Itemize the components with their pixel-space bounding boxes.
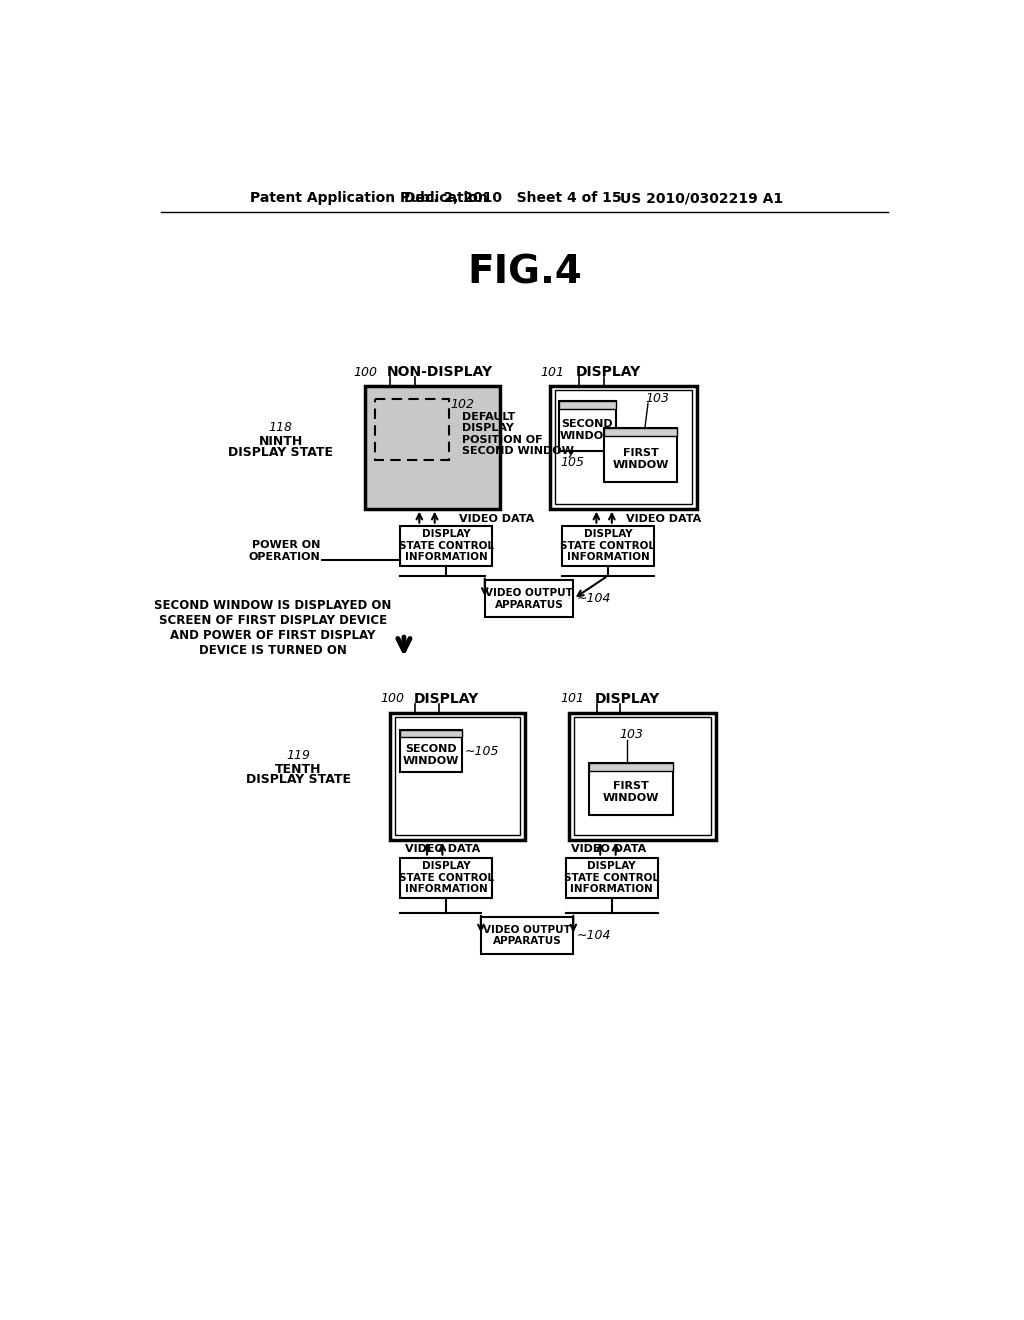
Text: DISPLAY
STATE CONTROL
INFORMATION: DISPLAY STATE CONTROL INFORMATION — [564, 861, 659, 894]
Text: 100: 100 — [380, 693, 403, 705]
Text: VIDEO DATA: VIDEO DATA — [626, 513, 700, 524]
Text: 105: 105 — [560, 455, 585, 469]
Text: DEFAULT
DISPLAY
POSITION OF
SECOND WINDOW: DEFAULT DISPLAY POSITION OF SECOND WINDO… — [463, 412, 574, 457]
FancyBboxPatch shape — [565, 858, 658, 898]
Text: ∼105: ∼105 — [465, 744, 500, 758]
Text: VIDEO DATA: VIDEO DATA — [571, 843, 646, 854]
FancyBboxPatch shape — [559, 401, 616, 409]
FancyBboxPatch shape — [589, 763, 674, 771]
FancyBboxPatch shape — [400, 730, 462, 772]
FancyBboxPatch shape — [604, 428, 677, 482]
FancyBboxPatch shape — [574, 718, 711, 836]
Text: TENTH: TENTH — [275, 763, 322, 776]
Text: 119: 119 — [287, 748, 310, 762]
FancyBboxPatch shape — [555, 391, 692, 504]
Text: SECOND
WINDOW: SECOND WINDOW — [402, 744, 459, 766]
Text: 103: 103 — [645, 392, 669, 405]
Text: FIG.4: FIG.4 — [467, 253, 583, 292]
Text: 100: 100 — [353, 366, 377, 379]
Text: 118: 118 — [268, 421, 293, 434]
Text: 103: 103 — [620, 727, 643, 741]
Text: US 2010/0302219 A1: US 2010/0302219 A1 — [620, 191, 782, 206]
FancyBboxPatch shape — [481, 917, 573, 954]
FancyBboxPatch shape — [390, 713, 524, 840]
FancyBboxPatch shape — [400, 858, 493, 898]
FancyBboxPatch shape — [366, 385, 500, 508]
Text: VIDEO OUTPUT
APPARATUS: VIDEO OUTPUT APPARATUS — [485, 587, 573, 610]
FancyBboxPatch shape — [400, 525, 493, 566]
Text: DISPLAY STATE: DISPLAY STATE — [246, 774, 351, 787]
FancyBboxPatch shape — [394, 718, 520, 836]
FancyBboxPatch shape — [400, 730, 462, 738]
Text: DISPLAY: DISPLAY — [575, 366, 641, 379]
FancyBboxPatch shape — [550, 385, 696, 508]
Text: NINTH: NINTH — [259, 436, 303, 449]
Text: POWER ON
OPERATION: POWER ON OPERATION — [248, 540, 319, 562]
Text: DISPLAY: DISPLAY — [414, 692, 479, 706]
Text: 101: 101 — [561, 693, 585, 705]
FancyBboxPatch shape — [604, 428, 677, 436]
Text: Dec. 2, 2010   Sheet 4 of 15: Dec. 2, 2010 Sheet 4 of 15 — [403, 191, 622, 206]
Text: NON-DISPLAY: NON-DISPLAY — [387, 366, 494, 379]
Text: DISPLAY STATE: DISPLAY STATE — [228, 446, 333, 459]
FancyBboxPatch shape — [559, 401, 616, 451]
FancyBboxPatch shape — [589, 763, 674, 816]
Text: 101: 101 — [540, 366, 564, 379]
Text: SECOND WINDOW IS DISPLAYED ON
SCREEN OF FIRST DISPLAY DEVICE
AND POWER OF FIRST : SECOND WINDOW IS DISPLAYED ON SCREEN OF … — [155, 599, 392, 657]
Text: FIRST
WINDOW: FIRST WINDOW — [603, 781, 659, 803]
Text: VIDEO DATA: VIDEO DATA — [460, 513, 535, 524]
Text: Patent Application Publication: Patent Application Publication — [250, 191, 487, 206]
FancyBboxPatch shape — [376, 399, 449, 461]
Text: 102: 102 — [451, 399, 474, 412]
Text: ∼104: ∼104 — [577, 929, 611, 942]
Text: ∼104: ∼104 — [577, 593, 611, 606]
Text: VIDEO DATA: VIDEO DATA — [404, 843, 480, 854]
Text: FIRST
WINDOW: FIRST WINDOW — [612, 447, 669, 470]
Text: SECOND
WINDOW: SECOND WINDOW — [559, 420, 615, 441]
FancyBboxPatch shape — [562, 525, 654, 566]
Text: DISPLAY
STATE CONTROL
INFORMATION: DISPLAY STATE CONTROL INFORMATION — [398, 861, 494, 894]
FancyBboxPatch shape — [484, 581, 573, 618]
Text: VIDEO OUTPUT
APPARATUS: VIDEO OUTPUT APPARATUS — [483, 924, 571, 946]
FancyBboxPatch shape — [569, 713, 716, 840]
Text: DISPLAY
STATE CONTROL
INFORMATION: DISPLAY STATE CONTROL INFORMATION — [560, 529, 655, 562]
Text: DISPLAY
STATE CONTROL
INFORMATION: DISPLAY STATE CONTROL INFORMATION — [398, 529, 494, 562]
Text: DISPLAY: DISPLAY — [595, 692, 660, 706]
